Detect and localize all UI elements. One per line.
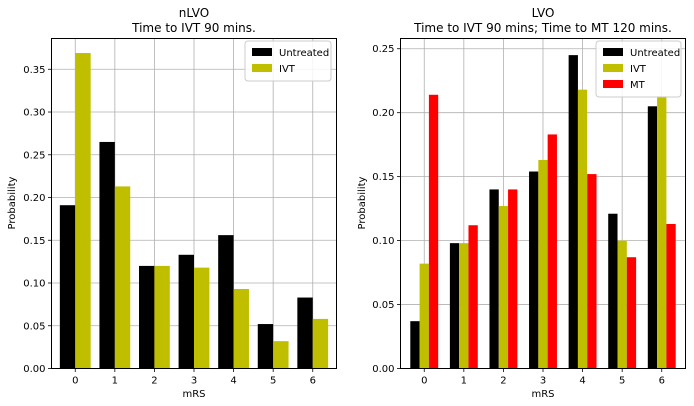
y-tick-label: 0.15 xyxy=(23,236,45,247)
x-tick-label: 4 xyxy=(579,376,585,387)
y-tick-label: 0.00 xyxy=(372,364,394,375)
chart-lvo-subtitle: Time to IVT 90 mins; Time to MT 120 mins… xyxy=(413,21,672,35)
x-tick-label: 1 xyxy=(461,376,467,387)
bar-untreated-mrs-6 xyxy=(647,106,658,369)
legend-label-untreated: Untreated xyxy=(630,48,680,59)
bar-untreated-mrs-4 xyxy=(218,235,234,369)
chart-nlvo-title: nLVO xyxy=(179,6,209,20)
chart-nlvo-xlabel: mRS xyxy=(182,389,205,400)
x-tick-label: 0 xyxy=(421,376,427,387)
x-tick-label: 3 xyxy=(191,376,197,387)
x-tick-label: 5 xyxy=(270,376,276,387)
chart-nlvo-yticks: 0.00 0.05 0.10 0.15 0.20 0.25 0.30 0.35 xyxy=(23,65,52,375)
bar-untreated-mrs-3 xyxy=(529,171,539,369)
x-tick-label: 4 xyxy=(230,376,236,387)
bar-untreated-mrs-1 xyxy=(449,243,460,369)
bar-mt-mrs-4 xyxy=(587,174,597,369)
bar-mt-mrs-1 xyxy=(468,225,478,369)
x-tick-label: 2 xyxy=(151,376,157,387)
legend-swatch-untreated xyxy=(252,48,272,56)
bar-untreated-mrs-5 xyxy=(257,324,274,369)
y-tick-label: 0.05 xyxy=(23,321,45,332)
bar-untreated-mrs-5 xyxy=(608,213,618,369)
bar-ivt-mrs-6 xyxy=(312,318,329,369)
y-tick-label: 0.25 xyxy=(372,44,394,55)
chart-lvo-title: LVO xyxy=(532,6,555,20)
chart-nlvo-subtitle: Time to IVT 90 mins. xyxy=(131,21,256,35)
bar-mt-mrs-6 xyxy=(666,223,676,369)
y-tick-label: 0.00 xyxy=(23,364,45,375)
y-tick-label: 0.15 xyxy=(372,172,394,183)
bar-untreated-mrs-2 xyxy=(489,189,499,369)
chart-lvo-yticks: 0.00 0.05 0.10 0.15 0.20 0.25 xyxy=(372,44,401,375)
x-tick-label: 3 xyxy=(540,376,546,387)
bar-untreated-mrs-6 xyxy=(297,297,313,369)
y-tick-label: 0.20 xyxy=(372,108,394,119)
bar-untreated-mrs-0 xyxy=(59,205,76,369)
legend-label-untreated: Untreated xyxy=(279,48,329,59)
bar-mt-mrs-0 xyxy=(428,94,439,369)
chart-lvo-legend: Untreated IVT MT xyxy=(595,40,682,98)
bar-ivt-mrs-4 xyxy=(233,288,249,369)
x-tick-label: 6 xyxy=(659,376,665,387)
chart-lvo-bars xyxy=(410,55,676,369)
bar-ivt-mrs-0 xyxy=(419,263,429,369)
y-tick-label: 0.25 xyxy=(23,150,45,161)
y-tick-label: 0.05 xyxy=(372,300,394,311)
chart-lvo-xlabel: mRS xyxy=(531,389,554,400)
bar-ivt-mrs-0 xyxy=(75,53,91,369)
bar-ivt-mrs-2 xyxy=(498,206,509,369)
y-tick-label: 0.30 xyxy=(23,108,45,119)
bar-ivt-mrs-4 xyxy=(577,89,588,369)
bar-ivt-mrs-3 xyxy=(194,267,210,369)
bar-ivt-mrs-5 xyxy=(617,240,627,369)
chart-lvo-ylabel: Probability xyxy=(357,176,368,229)
legend-label-ivt: IVT xyxy=(279,64,296,75)
bar-untreated-mrs-3 xyxy=(178,254,194,369)
legend-box xyxy=(244,40,332,82)
bar-ivt-mrs-1 xyxy=(114,186,131,369)
chart-nlvo-xticks: 0 1 2 3 4 5 6 xyxy=(72,368,316,387)
chart-nlvo-bars xyxy=(59,53,329,369)
legend-label-ivt: IVT xyxy=(630,64,647,75)
bar-untreated-mrs-1 xyxy=(99,141,115,369)
bar-ivt-mrs-1 xyxy=(459,243,469,369)
chart-nlvo-ylabel: Probability xyxy=(7,176,18,229)
bar-untreated-mrs-2 xyxy=(139,265,155,369)
chart-nlvo-legend: Untreated IVT xyxy=(244,40,332,82)
x-tick-label: 1 xyxy=(112,376,118,387)
legend-swatch-ivt xyxy=(603,64,623,72)
bar-ivt-mrs-2 xyxy=(154,265,170,369)
bar-ivt-mrs-5 xyxy=(273,341,289,369)
y-tick-label: 0.20 xyxy=(23,193,45,204)
y-tick-label: 0.10 xyxy=(23,279,45,290)
x-tick-label: 6 xyxy=(310,376,316,387)
x-tick-label: 5 xyxy=(619,376,625,387)
y-tick-label: 0.35 xyxy=(23,65,45,76)
legend-label-mt: MT xyxy=(630,80,646,91)
chart-lvo-xticks: 0 1 2 3 4 5 6 xyxy=(421,368,665,387)
chart-lvo: 0 1 2 3 4 5 6 0.00 0.05 0.10 0.15 0.20 0.25 LVO Tim… xyxy=(357,6,686,400)
legend-swatch-untreated xyxy=(603,48,623,56)
chart-nlvo: 0 1 2 3 4 5 6 0.00 0.05 0.10 0.15 0.20 0.25 0.30 0.35… xyxy=(7,6,337,400)
bar-mt-mrs-3 xyxy=(547,134,557,369)
bar-ivt-mrs-3 xyxy=(538,160,548,369)
x-tick-label: 2 xyxy=(500,376,506,387)
x-tick-label: 0 xyxy=(72,376,78,387)
legend-swatch-ivt xyxy=(252,64,272,72)
bar-untreated-mrs-0 xyxy=(410,321,420,369)
bar-mt-mrs-2 xyxy=(508,189,518,369)
y-tick-label: 0.10 xyxy=(372,236,394,247)
bar-ivt-mrs-6 xyxy=(657,96,667,369)
legend-swatch-mt xyxy=(603,80,623,88)
bar-untreated-mrs-4 xyxy=(568,55,578,369)
bar-mt-mrs-5 xyxy=(626,257,637,369)
